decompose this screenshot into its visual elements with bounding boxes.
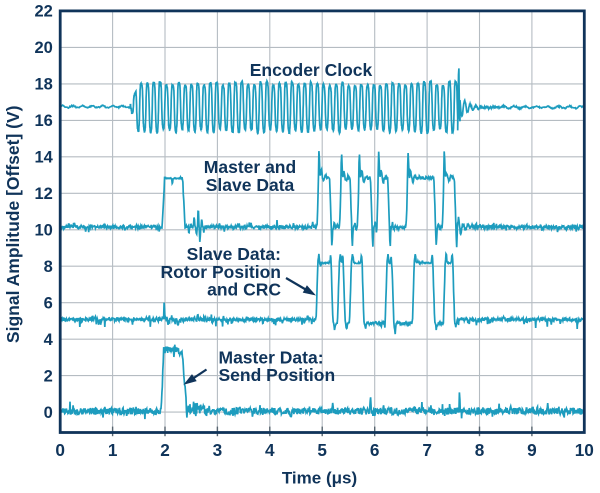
svg-text:14: 14 (34, 149, 53, 167)
svg-text:3: 3 (213, 440, 223, 460)
svg-text:20: 20 (34, 39, 52, 57)
svg-text:12: 12 (34, 185, 52, 203)
svg-text:6: 6 (370, 440, 380, 460)
svg-text:10: 10 (575, 440, 594, 460)
svg-text:10: 10 (34, 222, 52, 240)
svg-text:22: 22 (34, 3, 52, 21)
svg-text:18: 18 (34, 76, 52, 94)
svg-text:2: 2 (160, 440, 170, 460)
svg-text:Time (μs): Time (μs) (282, 469, 357, 488)
svg-text:Master Data:Send Position: Master Data: Send Position (219, 348, 336, 386)
svg-text:4: 4 (44, 331, 54, 349)
svg-text:Encoder Clock: Encoder Clock (250, 60, 373, 80)
svg-text:0: 0 (55, 440, 65, 460)
svg-text:8: 8 (44, 258, 53, 276)
svg-text:4: 4 (265, 440, 275, 460)
svg-text:2: 2 (44, 367, 53, 385)
svg-text:1: 1 (108, 440, 118, 460)
svg-text:Signal Amplitude [Offset] (V): Signal Amplitude [Offset] (V) (3, 106, 23, 344)
svg-text:7: 7 (422, 440, 432, 460)
svg-text:5: 5 (317, 440, 327, 460)
svg-text:6: 6 (44, 294, 53, 312)
svg-text:8: 8 (475, 440, 485, 460)
svg-text:0: 0 (44, 404, 53, 422)
svg-text:16: 16 (34, 112, 52, 130)
svg-text:9: 9 (527, 440, 537, 460)
